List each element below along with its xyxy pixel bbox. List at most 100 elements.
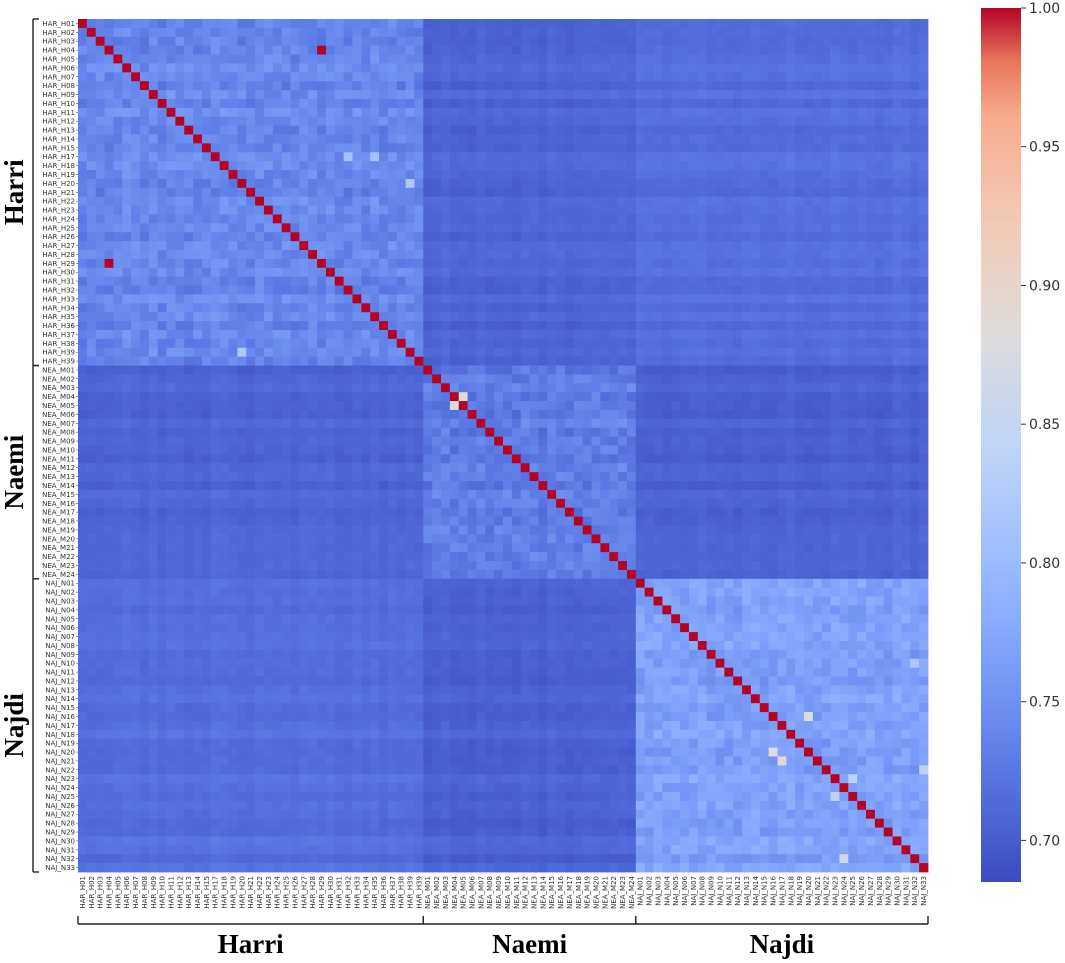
heatmap-cell <box>458 98 468 109</box>
heatmap-cell <box>874 329 885 340</box>
heatmap-cell <box>591 383 601 393</box>
heatmap-cell <box>449 356 460 366</box>
heatmap-cell <box>201 152 212 162</box>
heatmap-cell <box>821 294 831 304</box>
heatmap-cell <box>334 285 345 295</box>
heatmap-cell <box>653 321 663 331</box>
heatmap-cell <box>839 63 849 73</box>
heatmap-cell <box>78 303 88 313</box>
heatmap-cell <box>113 374 123 384</box>
heatmap-cell <box>591 152 601 162</box>
heatmap-cell <box>95 232 105 242</box>
heatmap-cell <box>201 383 212 393</box>
heatmap-cell <box>857 454 867 464</box>
heatmap-cell <box>626 196 637 206</box>
heatmap-cell <box>228 472 238 482</box>
heatmap-cell <box>680 347 690 358</box>
heatmap-cell <box>600 187 610 198</box>
heatmap-cell <box>458 445 468 455</box>
heatmap-cell <box>237 107 247 118</box>
heatmap-cell <box>697 427 708 438</box>
heatmap-cell <box>910 356 920 366</box>
heatmap-cell <box>697 445 708 455</box>
heatmap-cell <box>334 472 345 482</box>
heatmap-cell <box>812 409 823 420</box>
heatmap-cell <box>325 161 336 171</box>
heatmap-cell <box>609 463 619 473</box>
heatmap-cell <box>219 196 229 206</box>
heatmap-cell <box>396 143 406 153</box>
heatmap-cell <box>476 187 486 198</box>
heatmap-cell <box>839 98 849 109</box>
heatmap-cell <box>317 276 327 286</box>
heatmap-cell <box>697 63 708 73</box>
heatmap-cell <box>680 267 690 278</box>
heatmap-cell <box>866 312 876 322</box>
heatmap-cell <box>290 72 300 82</box>
heatmap-cell <box>317 436 327 446</box>
heatmap-cell <box>892 36 902 47</box>
heatmap-cell <box>848 81 858 91</box>
heatmap-cell <box>795 36 805 47</box>
heatmap-cell <box>511 321 522 331</box>
heatmap-cell <box>618 116 628 127</box>
heatmap-cell <box>86 116 97 127</box>
heatmap-cell <box>573 303 584 313</box>
heatmap-cell <box>122 445 132 455</box>
heatmap-cell <box>246 63 256 73</box>
heatmap-cell <box>379 134 389 144</box>
heatmap-cell <box>361 214 371 224</box>
heatmap-cell <box>653 152 663 162</box>
heatmap-cell <box>139 338 150 349</box>
heatmap-cell <box>848 54 858 64</box>
heatmap-cell <box>449 383 460 393</box>
heatmap-cell <box>325 250 336 260</box>
heatmap-cell <box>600 250 610 260</box>
heatmap-cell <box>503 409 513 420</box>
heatmap-cell <box>795 321 805 331</box>
heatmap-cell <box>494 285 504 295</box>
heatmap-cell <box>458 196 468 206</box>
heatmap-cell <box>892 463 902 473</box>
heatmap-cell <box>299 134 309 144</box>
heatmap-cell <box>680 427 690 438</box>
heatmap-cell <box>706 205 716 215</box>
heatmap-cell <box>379 276 389 286</box>
heatmap-cell <box>874 276 885 286</box>
heatmap-cell <box>414 294 424 304</box>
heatmap-cell <box>582 436 592 446</box>
heatmap-cell <box>485 365 495 375</box>
heatmap-cell <box>680 152 690 162</box>
heatmap-cell <box>786 214 796 224</box>
heatmap-cell <box>343 81 353 91</box>
heatmap-cell <box>78 267 88 278</box>
heatmap-cell <box>511 436 522 446</box>
heatmap-cell <box>139 170 150 180</box>
heatmap-cell <box>697 321 708 331</box>
heatmap-cell <box>405 90 415 100</box>
heatmap-cell <box>680 463 690 473</box>
heatmap-cell <box>564 338 575 349</box>
heatmap-cell <box>325 152 336 162</box>
heatmap-cell <box>157 205 167 215</box>
heatmap-cell <box>866 445 876 455</box>
heatmap-cell <box>600 463 610 473</box>
heatmap-cell <box>653 63 663 73</box>
heatmap-cell <box>564 418 575 429</box>
heatmap-cell <box>901 418 911 429</box>
heatmap-cell <box>919 170 929 180</box>
heatmap-cell <box>95 427 105 438</box>
heatmap-cell <box>919 134 929 144</box>
heatmap-cell <box>671 72 681 82</box>
heatmap-cell <box>706 374 716 384</box>
heatmap-cell <box>653 27 663 38</box>
heatmap-cell <box>759 54 770 64</box>
heatmap-cell <box>317 196 327 206</box>
heatmap-cell <box>361 161 371 171</box>
heatmap-cell <box>210 276 221 286</box>
heatmap-cell <box>396 178 406 189</box>
heatmap-cell <box>671 54 681 64</box>
heatmap-cell <box>529 170 539 180</box>
heatmap-cell <box>786 383 796 393</box>
heatmap-cell <box>113 445 123 455</box>
